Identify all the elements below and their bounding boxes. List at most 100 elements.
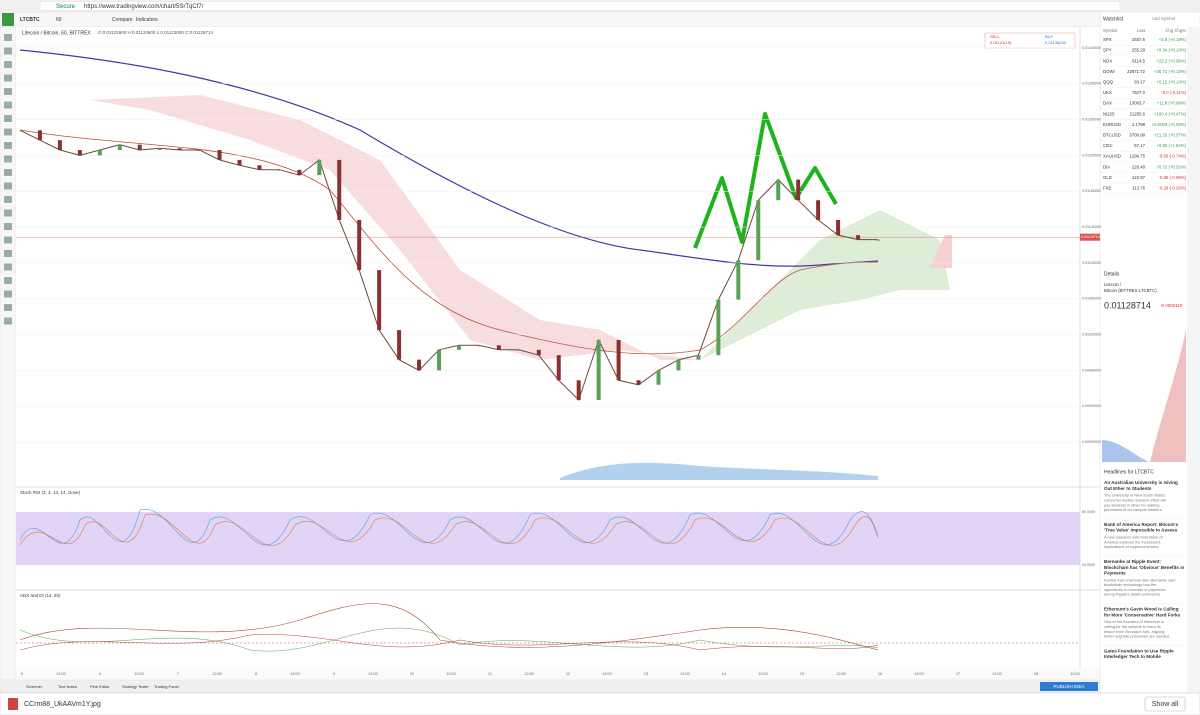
stoch-k bbox=[19, 508, 879, 546]
tool-icon[interactable] bbox=[4, 209, 12, 217]
time-tick-label: 12:00 bbox=[992, 672, 1002, 676]
last-price-box bbox=[1080, 233, 1100, 241]
watchlist-cell[interactable]: XAUUSD bbox=[1103, 154, 1121, 159]
time-tick-label: 13 bbox=[644, 672, 648, 676]
watchlist-cell[interactable]: SPX bbox=[1103, 37, 1112, 42]
candle bbox=[776, 179, 781, 201]
headline-title[interactable]: Blockchain has 'Obvious' Benefits in bbox=[1104, 565, 1184, 570]
candle bbox=[137, 144, 142, 151]
download-file[interactable]: CCrm88_UkAAVm1Y.jpg bbox=[24, 701, 101, 708]
headline-title[interactable]: 'True Value' Impossible to Assess bbox=[1104, 528, 1178, 533]
watchlist-cell[interactable]: BTCUSD bbox=[1103, 133, 1121, 138]
watchlist-cell[interactable]: FXE bbox=[1103, 186, 1111, 191]
watchlist-cell[interactable]: NDX bbox=[1103, 58, 1112, 63]
tool-icon[interactable] bbox=[4, 142, 12, 149]
tool-icon[interactable] bbox=[4, 263, 12, 271]
watchlist-add[interactable]: Add Symbol bbox=[1152, 16, 1175, 21]
tool-icon[interactable] bbox=[4, 61, 12, 68]
tool-icon[interactable] bbox=[4, 290, 12, 298]
tool-icon[interactable] bbox=[4, 155, 12, 163]
candle bbox=[77, 150, 82, 156]
bottom-tab[interactable]: Text Notes bbox=[58, 684, 77, 689]
watchlist-cell[interactable]: QQQ bbox=[1103, 80, 1114, 85]
candle bbox=[676, 359, 681, 371]
tool-icon[interactable] bbox=[4, 196, 12, 203]
tool-icon[interactable] bbox=[4, 236, 12, 244]
candle bbox=[397, 330, 402, 360]
tool-icon[interactable] bbox=[4, 182, 12, 190]
bottom-tab[interactable]: Strategy Tester bbox=[122, 684, 149, 689]
headline-title[interactable]: Gates Foundation to Use Ripple bbox=[1104, 649, 1174, 654]
price-tick-label: 0.01100000 bbox=[1082, 261, 1101, 265]
time-tick-label: 12 bbox=[566, 672, 570, 676]
watchlist-cell: 13003.7 bbox=[1129, 101, 1145, 106]
url-field[interactable] bbox=[39, 1, 1121, 11]
watchlist-cell: 21255.6 bbox=[1129, 111, 1145, 116]
chart-ohlc: O:0.01132600 H:0.01134600 L:0.01123000 C… bbox=[98, 30, 214, 35]
headline-title[interactable]: Ethereum's Gavin Wood is Calling bbox=[1104, 607, 1179, 612]
headline-title[interactable]: An Australian University is Giving bbox=[1104, 480, 1178, 485]
headline-body: The University of New South Wales' bbox=[1104, 493, 1166, 498]
candle bbox=[337, 159, 342, 220]
show-all-button[interactable] bbox=[1144, 696, 1186, 712]
watchlist-cell[interactable]: CB1! bbox=[1103, 143, 1113, 148]
watchlist-cell[interactable]: UKX bbox=[1103, 90, 1112, 95]
time-tick-label: 12:00 bbox=[446, 672, 456, 676]
headline-title[interactable]: Out Ether to Students bbox=[1104, 486, 1152, 491]
tool-icon[interactable] bbox=[4, 169, 12, 176]
time-tick-label: 12:00 bbox=[56, 672, 66, 676]
headline-title[interactable]: Interledger Tech to Mobile bbox=[1104, 654, 1161, 659]
watchlist-cell: +22.2 (+0.36%) bbox=[1156, 58, 1186, 63]
watchlist-cell: +0.12 (+0.13%) bbox=[1156, 80, 1186, 85]
headline-title[interactable]: Bernanke at Ripple Event: bbox=[1104, 559, 1161, 564]
headlines-title: Headlines for LTCBTC bbox=[1104, 469, 1154, 475]
tool-icon[interactable] bbox=[4, 304, 12, 311]
headline-title[interactable]: Payments bbox=[1104, 570, 1126, 575]
tool-icon[interactable] bbox=[4, 223, 12, 230]
price-tick-label: 0.01020000 bbox=[1082, 333, 1101, 337]
candle bbox=[257, 165, 262, 170]
price-tick-label: 0.00900000 bbox=[1082, 440, 1101, 444]
tool-icon[interactable] bbox=[4, 128, 12, 136]
details-name: Bitcoin (BITTREX:LTCBTC) bbox=[1104, 288, 1157, 293]
watchlist-cell[interactable]: NI225 bbox=[1103, 111, 1115, 116]
tool-icon[interactable] bbox=[4, 34, 12, 41]
headline-title[interactable]: Bank of America Report: Bitcoin's bbox=[1104, 522, 1179, 527]
logo[interactable] bbox=[2, 13, 14, 26]
tool-icon[interactable] bbox=[4, 317, 12, 325]
headline-body: calling for the network to learn its bbox=[1104, 624, 1161, 629]
download-bar bbox=[0, 692, 1200, 715]
tool-icon[interactable] bbox=[4, 115, 12, 122]
buy-price: 0.01135(02) bbox=[1045, 40, 1067, 45]
candle bbox=[696, 355, 701, 360]
watchlist-cell[interactable]: DIA bbox=[1103, 164, 1110, 169]
tool-icon[interactable] bbox=[4, 101, 12, 109]
watchlist-cell[interactable]: DAX bbox=[1103, 101, 1112, 106]
interval[interactable]: 60 bbox=[56, 17, 62, 23]
symbol[interactable]: LTCBTC bbox=[20, 17, 40, 23]
bottom-tab[interactable]: Pine Editor bbox=[90, 684, 110, 689]
watchlist-cell: 7527.0 bbox=[1132, 90, 1146, 95]
headline-title[interactable]: for More 'Conservative' Hard Forks bbox=[1104, 612, 1181, 617]
tool-icon[interactable] bbox=[4, 250, 12, 257]
bottom-tab[interactable]: Screener bbox=[26, 684, 43, 689]
compare[interactable]: Compare bbox=[112, 17, 133, 23]
candle bbox=[476, 345, 481, 347]
depth-bid bbox=[1102, 440, 1150, 462]
tool-icon[interactable] bbox=[4, 88, 12, 95]
show-all-label: Show all bbox=[1152, 701, 1179, 708]
indicators[interactable]: Indicators bbox=[136, 17, 158, 23]
tool-icon[interactable] bbox=[4, 74, 12, 82]
watchlist-cell[interactable]: EURUSD bbox=[1103, 122, 1121, 127]
bottom-tab[interactable]: Trading Panel bbox=[154, 684, 179, 689]
watchlist-cell[interactable]: GLD bbox=[1103, 175, 1112, 180]
publish-button[interactable] bbox=[1040, 682, 1098, 691]
tool-icon[interactable] bbox=[4, 47, 12, 55]
watchlist-cell[interactable]: SPY bbox=[1103, 48, 1112, 53]
tool-icon[interactable] bbox=[4, 277, 12, 284]
time-tick-label: 8 bbox=[255, 672, 257, 676]
watchlist-cell[interactable]: DOWI bbox=[1103, 69, 1115, 74]
di-minus bbox=[19, 634, 879, 651]
last-price-label: 0.01128714 bbox=[1081, 235, 1100, 239]
